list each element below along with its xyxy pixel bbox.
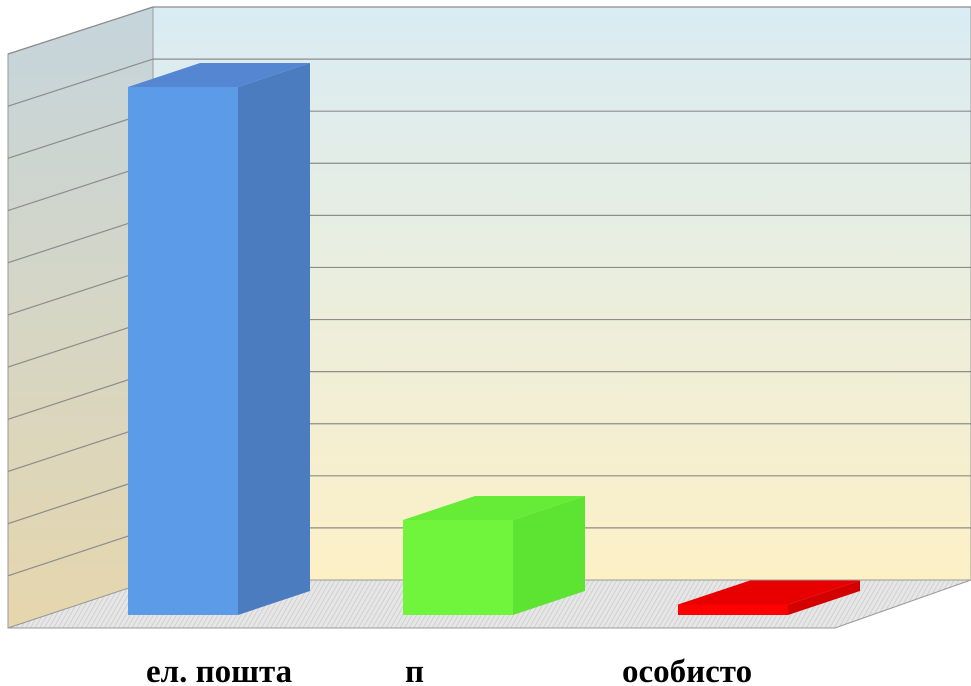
bars-group bbox=[128, 63, 860, 615]
bar-front bbox=[128, 87, 238, 615]
bar-side bbox=[788, 580, 860, 615]
gridline bbox=[7, 58, 971, 107]
bar-top bbox=[403, 495, 585, 520]
category-label: особисто bbox=[622, 654, 752, 686]
bar-1 bbox=[128, 63, 310, 615]
bar-front bbox=[403, 519, 513, 615]
category-labels: ел. пошта п особисто bbox=[146, 654, 752, 686]
bar-side bbox=[238, 63, 310, 615]
bar-top bbox=[678, 580, 860, 605]
gridline bbox=[7, 6, 971, 55]
category-label: п bbox=[405, 654, 424, 686]
bar-top bbox=[128, 63, 310, 87]
category-label: ел. пошта bbox=[146, 654, 292, 686]
bar-3 bbox=[678, 580, 860, 615]
bar-side bbox=[513, 495, 585, 615]
bar-front bbox=[678, 604, 788, 615]
bar-2 bbox=[403, 495, 585, 615]
